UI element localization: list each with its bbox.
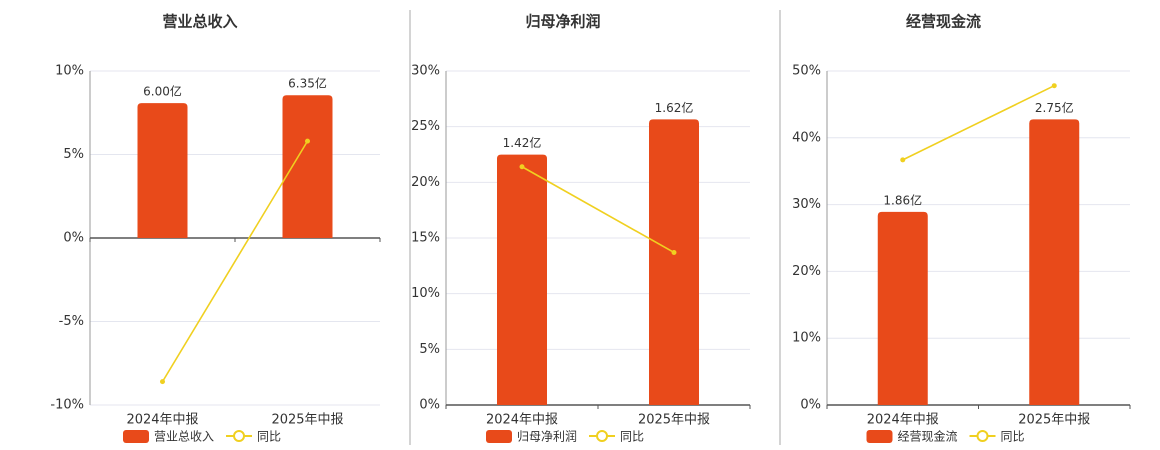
x-tick-label: 2024年中报: [126, 413, 198, 428]
bar: [497, 154, 547, 405]
value-label: 1.62亿: [655, 100, 694, 115]
y-tick-label: 20%: [792, 264, 821, 279]
legend-label: 同比: [1001, 430, 1025, 444]
legend-label: 同比: [257, 430, 281, 444]
y-tick-label: 20%: [411, 175, 440, 190]
legend-point: [596, 430, 609, 442]
chart-title: 归母净利润: [525, 13, 600, 31]
y-tick-label: -5%: [59, 314, 84, 329]
legend-label: 同比: [620, 430, 644, 444]
y-tick-label: 5%: [419, 342, 440, 357]
y-tick-label: 25%: [411, 119, 440, 134]
x-tick-label: 2024年中报: [867, 413, 939, 428]
value-label: 6.00亿: [143, 84, 182, 99]
legend-label: 营业总收入: [154, 430, 214, 444]
x-tick-label: 2025年中报: [638, 413, 710, 428]
value-label: 1.86亿: [883, 192, 922, 207]
y-tick-label: 0%: [800, 398, 821, 413]
yoy-point: [1051, 83, 1057, 89]
legend-swatch: [123, 430, 149, 443]
y-tick-label: 30%: [792, 197, 821, 212]
bar: [137, 103, 188, 238]
legend-point: [976, 430, 989, 442]
value-label: 6.35亿: [288, 76, 327, 91]
yoy-line: [521, 166, 675, 254]
chart-title: 经营现金流: [906, 13, 981, 31]
legend-point: [233, 430, 246, 442]
y-tick-label: 10%: [55, 64, 84, 79]
y-tick-label: 0%: [63, 231, 84, 246]
x-tick-label: 2024年中报: [486, 413, 558, 428]
value-label: 1.42亿: [503, 135, 542, 150]
yoy-line: [902, 84, 1055, 161]
yoy-point: [305, 138, 310, 144]
y-tick-label: 50%: [792, 64, 821, 79]
legend-swatch: [486, 430, 512, 443]
y-tick-label: 10%: [792, 331, 821, 346]
bar: [1029, 119, 1080, 406]
legend-label: 归母净利润: [517, 430, 577, 444]
x-tick-label: 2025年中报: [1018, 413, 1090, 428]
yoy-point: [671, 249, 677, 255]
bar: [649, 119, 699, 406]
y-tick-label: 15%: [411, 231, 440, 246]
legend-label: 经营现金流: [898, 429, 958, 444]
y-tick-label: 0%: [419, 398, 440, 413]
y-tick-label: 40%: [792, 130, 821, 145]
value-label: 2.75亿: [1035, 100, 1074, 115]
y-tick-label: -10%: [50, 398, 84, 413]
yoy-point: [900, 157, 906, 163]
yoy-line: [161, 140, 309, 383]
x-tick-label: 2025年中报: [271, 413, 343, 428]
chart-title: 营业总收入: [162, 13, 237, 31]
legend-swatch: [866, 430, 893, 443]
yoy-point: [160, 379, 165, 385]
y-tick-label: 30%: [411, 64, 440, 79]
bar: [282, 95, 333, 238]
yoy-point: [519, 164, 525, 170]
y-tick-label: 5%: [63, 147, 84, 162]
bar: [877, 211, 928, 405]
y-tick-label: 10%: [411, 286, 440, 301]
